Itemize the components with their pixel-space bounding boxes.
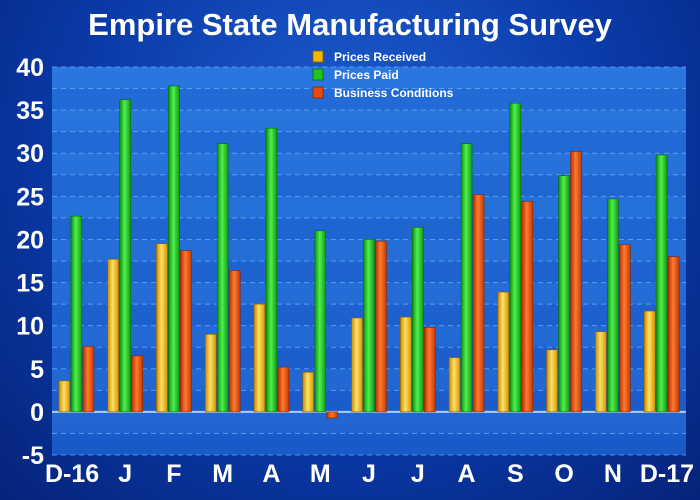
y-tick-label: 25 bbox=[16, 183, 44, 211]
bar bbox=[204, 333, 217, 413]
bar bbox=[509, 102, 522, 413]
bar bbox=[82, 346, 95, 413]
y-tick-label: 20 bbox=[16, 226, 44, 254]
bar bbox=[399, 316, 412, 413]
y-tick-label: 15 bbox=[16, 270, 44, 298]
bars bbox=[58, 85, 680, 419]
x-tick-label: N bbox=[604, 460, 622, 488]
grid-band bbox=[52, 131, 686, 154]
y-tick-label: 35 bbox=[16, 97, 44, 125]
grid-band bbox=[52, 174, 686, 197]
bar bbox=[411, 227, 424, 413]
bar bbox=[314, 230, 327, 413]
legend-label: Prices Paid bbox=[334, 68, 399, 82]
bar bbox=[363, 239, 375, 413]
y-tick-label: -5 bbox=[22, 442, 44, 470]
legend-label: Prices Received bbox=[334, 50, 426, 64]
x-tick-label: A bbox=[262, 460, 280, 488]
bar bbox=[302, 371, 315, 413]
x-tick-label: J bbox=[411, 460, 425, 488]
grid-band bbox=[52, 153, 686, 175]
bar bbox=[472, 194, 485, 413]
grid-band bbox=[52, 411, 686, 434]
bar bbox=[570, 151, 582, 413]
bar bbox=[119, 99, 131, 413]
x-tick-label: S bbox=[507, 460, 524, 488]
bar bbox=[107, 258, 119, 413]
legend-swatch bbox=[312, 86, 324, 99]
bar bbox=[460, 143, 473, 413]
bar bbox=[558, 175, 570, 413]
bar bbox=[643, 310, 656, 413]
grid-band bbox=[52, 433, 686, 455]
y-tick-label: 0 bbox=[30, 399, 44, 427]
bar bbox=[607, 198, 619, 413]
bar bbox=[253, 303, 266, 413]
bar bbox=[351, 317, 363, 413]
x-tick-label: J bbox=[362, 460, 376, 488]
y-tick-label: 30 bbox=[16, 140, 44, 168]
bar bbox=[228, 270, 241, 413]
bar bbox=[131, 355, 143, 413]
legend-swatch bbox=[312, 50, 324, 63]
y-tick-label: 5 bbox=[30, 356, 44, 384]
bar bbox=[423, 327, 436, 413]
y-tick-label: 40 bbox=[16, 54, 44, 82]
x-tick-label: O bbox=[554, 460, 573, 488]
legend-swatch bbox=[312, 68, 324, 81]
grid-band bbox=[52, 88, 686, 111]
bar bbox=[655, 154, 668, 413]
chart-title: Empire State Manufacturing Survey bbox=[88, 7, 612, 42]
grid-band bbox=[52, 217, 686, 240]
bar bbox=[265, 127, 278, 413]
legend: Prices Received Prices Paid Business Condi… bbox=[312, 50, 454, 100]
bar bbox=[448, 357, 461, 413]
bar bbox=[180, 250, 192, 413]
bar bbox=[546, 349, 558, 413]
x-tick-label: D-16 bbox=[45, 460, 99, 488]
x-tick-label: A bbox=[458, 460, 476, 488]
x-axis-ticks: D-16 J F M A M J J A S O N D-17 bbox=[45, 460, 694, 488]
y-tick-label: 10 bbox=[16, 313, 44, 341]
bar bbox=[619, 244, 631, 413]
grid-band bbox=[52, 110, 686, 132]
bar bbox=[497, 291, 510, 413]
bar bbox=[216, 143, 229, 413]
x-tick-label: D-17 bbox=[640, 460, 694, 488]
grid-band bbox=[52, 67, 686, 89]
bar bbox=[58, 380, 71, 413]
bar bbox=[168, 85, 180, 413]
x-tick-label: F bbox=[166, 460, 181, 488]
bar bbox=[375, 240, 387, 413]
bar bbox=[156, 243, 168, 413]
x-tick-label: M bbox=[212, 460, 233, 488]
bar bbox=[70, 215, 83, 413]
grid-band bbox=[52, 196, 686, 218]
bar bbox=[667, 256, 680, 413]
bar bbox=[521, 201, 534, 413]
bar bbox=[277, 366, 290, 413]
legend-label: Business Conditions bbox=[334, 86, 454, 100]
x-tick-label: M bbox=[310, 460, 331, 488]
y-axis-ticks: 40 35 30 25 20 15 10 5 0 -5 bbox=[16, 54, 44, 470]
x-tick-label: J bbox=[118, 460, 132, 488]
bar bbox=[595, 331, 607, 413]
bar bbox=[326, 411, 339, 419]
